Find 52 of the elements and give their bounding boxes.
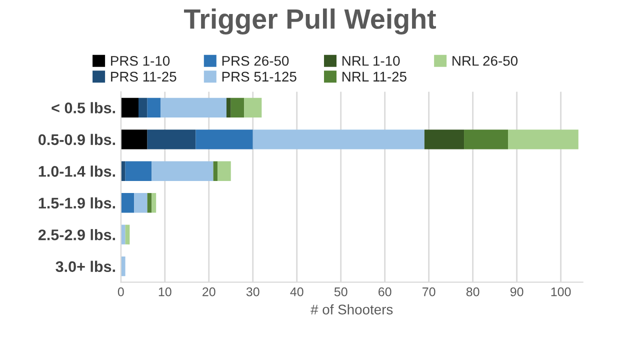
bar [252,130,424,150]
legend-label: PRS 1-10 [111,56,170,66]
bar [125,224,130,244]
y-tick-label: 0.5-0.9 lbs. [38,134,115,146]
bar [152,161,214,181]
legend-label: PRS 51-125 [222,72,296,82]
x-tick-label: 80 [466,287,480,296]
bar [230,98,244,118]
legend-label: NRL 1-10 [342,56,400,66]
x-tick-label: 30 [246,287,260,296]
x-tick-label: 10 [158,287,172,296]
bar [160,98,226,118]
bar [147,193,152,213]
bar [424,130,464,150]
legend-label: PRS 26-50 [222,56,289,66]
bar [120,224,126,244]
bar [147,130,196,150]
x-tick-label: 60 [378,287,392,296]
y-tick-label: 1.0-1.4 lbs. [38,166,115,177]
bar [120,98,138,118]
bar [152,193,156,213]
bar [464,130,508,150]
y-tick-label: 3.0+ lbs. [56,260,115,272]
x-tick-label: 40 [290,287,304,296]
bar [138,98,148,118]
chart-title: Trigger Pull Weight [184,8,436,35]
bar [120,193,134,213]
x-tick-label: 20 [202,287,216,296]
x-tick-label: 90 [510,287,524,296]
bar [147,98,160,118]
legend-label: PRS 11-25 [111,72,176,82]
x-tick-label: 0 [118,287,124,296]
x-tick-label: 70 [422,287,436,296]
x-axis-title: # of Shooters [310,304,393,314]
legend-label: NRL 11-25 [342,72,406,82]
bar [196,130,253,150]
bar [218,161,231,181]
x-tick-label: 100 [551,287,571,296]
bar [213,161,218,181]
bar [120,130,148,150]
y-tick-label: 1.5-1.9 lbs. [38,197,115,209]
bar [120,161,126,181]
bar [125,161,152,181]
y-tick-label: 2.5-2.9 lbs. [38,229,115,240]
x-tick-label: 50 [334,287,348,296]
legend-label: NRL 26-50 [452,56,518,66]
y-tick-label: < 0.5 lbs. [52,102,115,114]
bar [226,98,231,118]
bar [120,256,126,276]
bar [508,130,578,150]
bar [244,98,262,118]
bar [134,193,148,213]
